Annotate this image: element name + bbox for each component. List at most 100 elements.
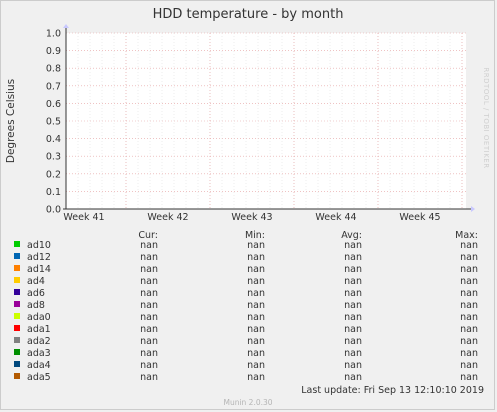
legend-value: nan (247, 264, 265, 275)
legend-value: nan (344, 300, 362, 311)
legend-swatch (14, 337, 20, 343)
legend-value: nan (140, 288, 158, 299)
legend-row: ad4 nan nan nan nan (14, 276, 478, 287)
legend-value: nan (344, 264, 362, 275)
legend-swatch (14, 253, 20, 259)
legend-value: nan (140, 312, 158, 323)
legend-header: Max: (455, 230, 478, 241)
legend-row: ad14 nan nan nan nan (14, 264, 478, 275)
munin-version: Munin 2.0.30 (223, 398, 272, 407)
legend-value: nan (460, 300, 478, 311)
x-tick-labels: Week 41 Week 42 Week 43 Week 44 Week 45 (63, 212, 440, 223)
legend-series-name: ad6 (27, 288, 45, 299)
legend-value: nan (247, 300, 265, 311)
y-tick-labels: 0.0 0.1 0.2 0.3 0.4 0.5 0.6 0.7 0.8 0.9 1.0 (46, 29, 61, 216)
legend-value: nan (140, 264, 158, 275)
legend-value: nan (140, 300, 158, 311)
legend-header: Avg: (341, 230, 362, 241)
legend-value: nan (247, 372, 265, 383)
legend-row: ad12 nan nan nan nan (14, 252, 478, 263)
axes (63, 24, 475, 212)
y-tick-label: 1.0 (46, 29, 61, 40)
legend-row: ada4 nan nan nan nan (14, 360, 478, 371)
legend-swatch (14, 313, 20, 319)
legend-value: nan (140, 240, 158, 251)
legend-value: nan (140, 336, 158, 347)
legend-row: ad6 nan nan nan nan (14, 288, 478, 299)
legend-row: ad10 nan nan nan nan (14, 240, 478, 251)
legend-swatch (14, 361, 20, 367)
legend-headers: Cur: Min: Avg: Max: (138, 230, 478, 241)
legend-header: Cur: (138, 230, 158, 241)
y-tick-label: 0.5 (46, 117, 61, 128)
y-tick-label: 0.2 (46, 169, 61, 180)
legend-value: nan (460, 336, 478, 347)
legend-header: Min: (245, 230, 265, 241)
legend-swatch (14, 373, 20, 379)
legend-value: nan (247, 348, 265, 359)
legend-series-name: ada3 (27, 348, 51, 359)
legend-swatch (14, 289, 20, 295)
legend-value: nan (460, 360, 478, 371)
y-tick-label: 0.6 (46, 99, 61, 110)
x-axis-arrow (471, 206, 475, 212)
legend-value: nan (247, 336, 265, 347)
legend-value: nan (140, 276, 158, 287)
x-tick-label: Week 45 (399, 212, 440, 223)
y-tick-label: 0.0 (46, 205, 61, 216)
y-tick-label: 0.4 (46, 134, 61, 145)
legend-value: nan (460, 372, 478, 383)
legend-value: nan (344, 348, 362, 359)
legend-series-name: ada5 (27, 372, 51, 383)
legend-value: nan (140, 348, 158, 359)
legend-row: ada0 nan nan nan nan (14, 312, 478, 323)
legend-value: nan (140, 372, 158, 383)
legend-series-name: ad14 (27, 264, 51, 275)
legend-value: nan (460, 240, 478, 251)
legend-value: nan (460, 276, 478, 287)
x-tick-label: Week 44 (315, 212, 356, 223)
legend-series-name: ada0 (27, 312, 51, 323)
legend-value: nan (344, 240, 362, 251)
legend-row: ada2 nan nan nan nan (14, 336, 478, 347)
legend-value: nan (460, 312, 478, 323)
legend-value: nan (344, 288, 362, 299)
x-tick-label: Week 43 (231, 212, 272, 223)
legend-value: nan (460, 288, 478, 299)
legend-value: nan (344, 336, 362, 347)
y-tick-label: 0.7 (46, 81, 61, 92)
last-update: Last update: Fri Sep 13 12:10:10 2019 (301, 385, 484, 396)
legend-swatch (14, 301, 20, 307)
y-tick-label: 0.8 (46, 64, 61, 75)
legend-series-name: ad8 (27, 300, 45, 311)
legend-value: nan (344, 324, 362, 335)
y-tick-label: 0.3 (46, 152, 61, 163)
legend-swatch (14, 241, 20, 247)
legend-swatch (14, 265, 20, 271)
legend-value: nan (247, 252, 265, 263)
legend-value: nan (140, 360, 158, 371)
legend-series-name: ada4 (27, 360, 51, 371)
legend-value: nan (344, 276, 362, 287)
legend-value: nan (344, 252, 362, 263)
legend-row: ada5 nan nan nan nan (14, 372, 478, 383)
y-tick-label: 0.1 (46, 187, 61, 198)
legend-value: nan (460, 252, 478, 263)
legend-value: nan (247, 288, 265, 299)
legend-swatch (14, 277, 20, 283)
y-axis-arrow (63, 24, 69, 28)
legend-value: nan (247, 324, 265, 335)
x-tick-label: Week 42 (147, 212, 188, 223)
legend-value: nan (460, 264, 478, 275)
legend-series-name: ad4 (27, 276, 45, 287)
rrdtool-credit: RRDTOOL / TOBI OETIKER (482, 67, 490, 168)
legend-value: nan (247, 240, 265, 251)
legend-value: nan (344, 312, 362, 323)
y-axis-label: Degrees Celsius (5, 79, 17, 163)
legend-series-name: ada1 (27, 324, 51, 335)
legend-swatch (14, 349, 20, 355)
legend-value: nan (344, 360, 362, 371)
legend-swatch (14, 325, 20, 331)
